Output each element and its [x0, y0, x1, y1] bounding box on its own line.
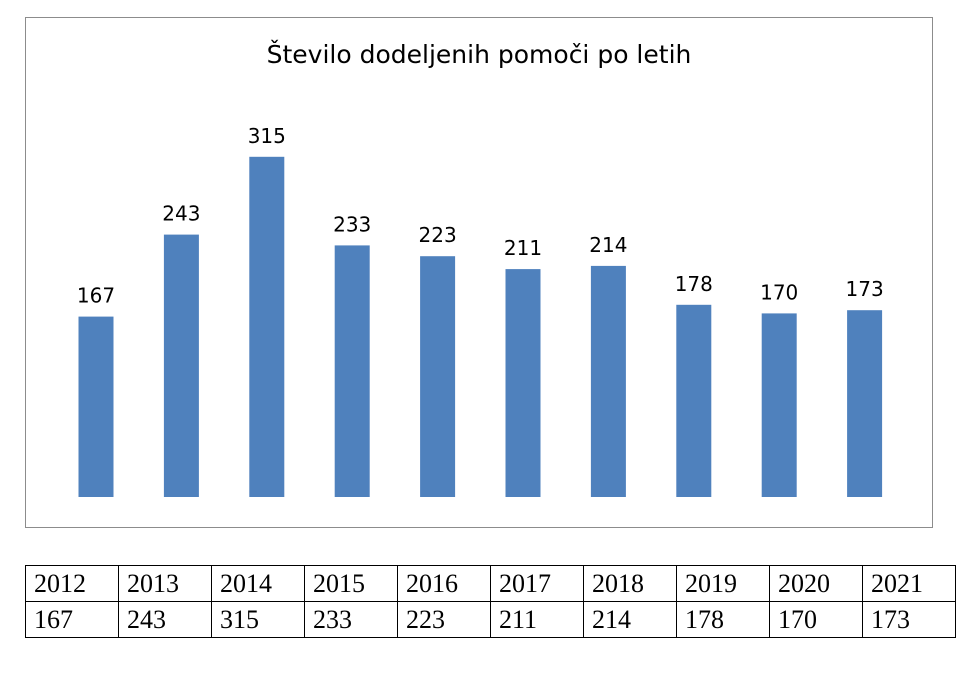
data-table: 2012 2013 2014 2015 2016 2017 2018 2019 2020 2021… [25, 565, 956, 638]
table-cell-year: 2017 [490, 565, 584, 602]
bar [761, 313, 797, 497]
table-cell-year: 2013 [118, 565, 212, 602]
table-cell-count: 173 [862, 601, 956, 638]
table-cell-count: 315 [211, 601, 305, 638]
table-cell-year: 2016 [397, 565, 491, 602]
chart-frame: Število dodeljenih pomoči po letih 167 24… [25, 17, 933, 528]
bar [420, 256, 456, 497]
bar [78, 316, 114, 497]
chart-title: Število dodeljenih pomoči po letih [266, 40, 692, 69]
bar-value-label: 170 [760, 280, 798, 304]
table-cell-count: 243 [118, 601, 212, 638]
table-cell-count: 178 [676, 601, 770, 638]
bar-value-label: 214 [589, 233, 627, 257]
table-cell-count: 233 [304, 601, 398, 638]
table-cell-year: 2015 [304, 565, 398, 602]
table-cell-year: 2012 [25, 565, 119, 602]
bar-chart: 167 243 315 233 223 211 214 178 170 173 [77, 124, 884, 498]
table-cell-count: 214 [583, 601, 677, 638]
table-cell-year: 2018 [583, 565, 677, 602]
table-cell-year: 2020 [769, 565, 863, 602]
table-row-years: 2012 2013 2014 2015 2016 2017 2018 2019 2020 2021 [25, 565, 956, 602]
table-cell-count: 211 [490, 601, 584, 638]
table-cell-year: 2019 [676, 565, 770, 602]
bar [590, 265, 626, 497]
bar-value-label: 173 [846, 277, 884, 301]
bar-value-label: 178 [675, 272, 713, 296]
bar-value-label: 167 [77, 284, 115, 308]
bar [676, 304, 712, 497]
bar-value-label: 223 [419, 223, 457, 247]
table-cell-count: 170 [769, 601, 863, 638]
bar [847, 310, 883, 497]
bar-value-label: 243 [162, 202, 200, 226]
table-cell-year: 2021 [862, 565, 956, 602]
bar [505, 269, 541, 497]
bar [249, 156, 285, 498]
table-cell-count: 223 [397, 601, 491, 638]
table-cell-year: 2014 [211, 565, 305, 602]
bar [334, 245, 370, 497]
bar-value-label: 233 [333, 212, 371, 236]
table-cell-count: 167 [25, 601, 119, 638]
bar-value-label: 315 [248, 124, 286, 148]
bar-value-label: 211 [504, 236, 542, 260]
bar [163, 234, 199, 497]
table-row-counts: 167 243 315 233 223 211 214 178 170 173 [25, 601, 956, 638]
